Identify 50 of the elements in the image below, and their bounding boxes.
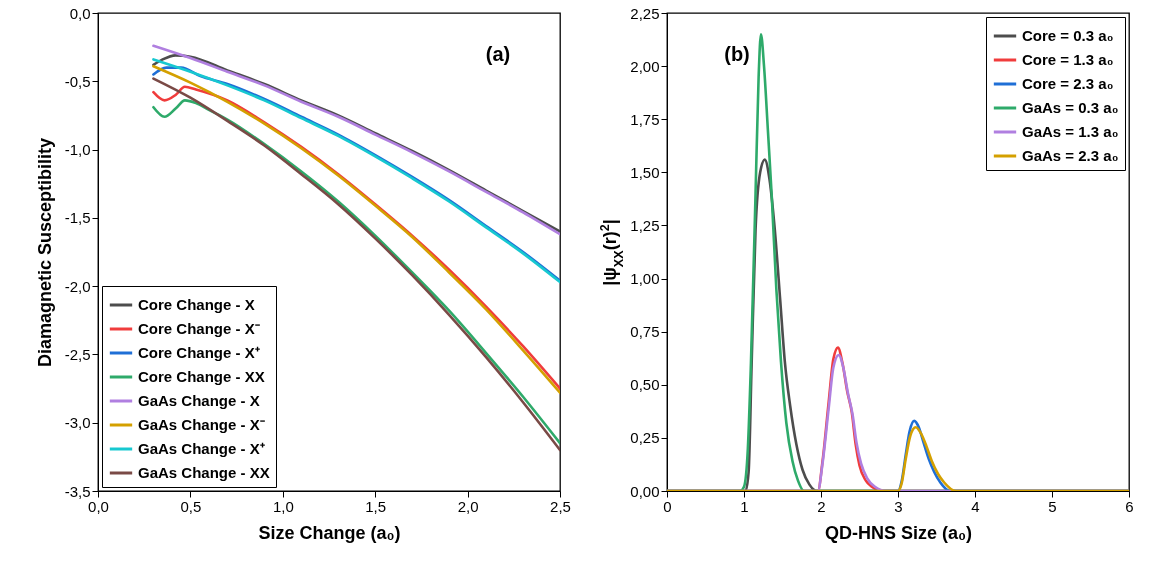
legend-label: Core = 0.3 a₀ [1022,27,1114,44]
y-tick-label: 1,00 [630,270,660,288]
y-tick-label: -2,5 [64,345,91,363]
x-tick-label: 1,5 [365,497,387,515]
legend-label: GaAs = 2.3 a₀ [1022,147,1119,164]
x-tick-label: 0,0 [88,497,109,515]
y-tick-label: -0,5 [64,72,91,90]
y-tick-label: -3,5 [64,482,91,500]
legend-label: Core = 2.3 a₀ [1022,75,1114,92]
x-tick-label: 5 [1048,497,1057,515]
y-tick-label: 0,50 [630,376,660,394]
legend-label: GaAs Change - X⁻ [138,416,265,433]
legend-label: Core = 1.3 a₀ [1022,51,1114,68]
legend-label: Core Change - X⁻ [138,320,260,337]
x-tick-label: 6 [1125,497,1134,515]
y-tick-label: 0,00 [630,482,660,500]
legend-label: GaAs = 0.3 a₀ [1022,99,1119,116]
x-tick-label: 0 [663,497,672,515]
x-tick-label: 2,0 [457,497,479,515]
y-tick-label: 2,25 [630,4,660,22]
legend-label: Core Change - X [138,296,255,313]
x-tick-label: 2 [817,497,826,515]
y-tick-label: 0,0 [69,4,91,22]
x-axis-title: QD-HNS Size (a₀) [824,522,973,543]
y-tick-label: -3,0 [64,414,91,432]
y-tick-label: -2,0 [64,277,91,295]
y-tick-label: 0,75 [630,323,660,341]
legend-label: GaAs = 1.3 a₀ [1022,123,1119,140]
legend-label: GaAs Change - X⁺ [138,440,265,457]
y-axis-title: Diamagnetic Susceptibility [34,137,55,368]
x-tick-label: 0,5 [180,497,202,515]
y-tick-label: 1,50 [630,163,660,181]
y-tick-label: 2,00 [630,57,660,75]
y-tick-label: -1,0 [64,141,91,159]
x-tick-label: 3 [894,497,903,515]
x-axis-title: Size Change (a₀) [258,522,401,543]
legend-label: GaAs Change - XX [138,464,270,481]
legend-label: GaAs Change - X [138,392,260,409]
x-tick-label: 2,5 [550,497,571,515]
x-tick-label: 4 [971,497,980,515]
x-tick-label: 1,0 [272,497,294,515]
legend-label: Core Change - X⁺ [138,344,260,361]
y-tick-label: 1,25 [630,216,660,234]
x-tick-label: 1 [740,497,749,515]
annotation: (a) [485,43,511,65]
legend-label: Core Change - XX [138,368,265,385]
annotation: (b) [724,43,750,65]
y-tick-label: 0,25 [630,429,660,447]
y-tick-label: 1,75 [630,110,660,128]
y-tick-label: -1,5 [64,209,91,227]
